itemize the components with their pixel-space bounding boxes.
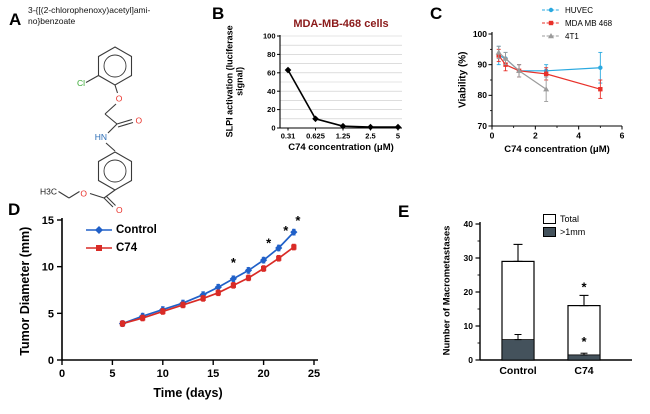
bond-lines [58,46,134,208]
legend-item-mdamb468: MDA MB 468 [541,18,612,28]
panel-label-e: E [398,202,410,221]
legend-label-c74: C74 [116,242,138,254]
svg-text:Control: Control [499,365,536,377]
svg-text:15: 15 [207,368,219,380]
svg-text:40: 40 [267,87,275,96]
svg-text:0: 0 [48,355,54,367]
panel-e-y-axis-label: Number of Macrometastases [441,225,453,356]
control-series-swatch [86,226,112,234]
svg-text:10: 10 [42,262,54,274]
amide-oxygen-label: O [136,116,143,126]
gt1mm-series-swatch [543,227,556,237]
svg-text:*: * [266,235,272,250]
svg-text:0: 0 [468,355,473,365]
total-series-swatch [543,214,556,224]
ester-oxygen-label: O [80,189,87,199]
svg-text:20: 20 [257,368,269,380]
svg-text:5: 5 [109,368,115,380]
svg-text:15: 15 [42,215,54,227]
legend-label-mdamb468: MDA MB 468 [565,18,613,28]
svg-text:100: 100 [473,29,487,39]
compound-name: 3-{[(2-chlorophenoxy)acetyl]ami- no}benz… [28,5,188,27]
legend-label-gt1mm: >1mm [560,227,586,237]
legend-item-control: Control [86,224,157,236]
svg-text:100: 100 [263,32,276,41]
svg-text:90: 90 [478,59,488,69]
svg-text:0.31: 0.31 [281,132,296,141]
svg-text:*: * [581,334,587,349]
svg-text:20: 20 [267,105,275,114]
svg-text:2.5: 2.5 [365,132,375,141]
amide-nh-label: HN [95,132,107,142]
svg-text:70: 70 [478,121,488,131]
panel-c-legend: HUVEC MDA MB 468 4T1 [541,5,612,44]
svg-text:0: 0 [271,124,275,133]
svg-text:2: 2 [533,131,538,141]
legend-item-huvec: HUVEC [541,5,612,15]
legend-label-huvec: HUVEC [565,5,594,15]
panel-b-x-axis-label: C74 concentration (μM) [288,142,394,153]
svg-text:5: 5 [48,308,54,320]
svg-text:0: 0 [490,131,495,141]
panel-b-y-axis-label: SLPI activation (luciferase signal) [224,25,245,138]
legend-label-4t1: 4T1 [565,31,579,41]
panel-d-x-axis-label: Time (days) [153,386,223,400]
svg-text:0.625: 0.625 [306,132,325,141]
compound-name-line2: no}benzoate [28,16,76,27]
legend-label-control: Control [116,224,157,236]
svg-text:4: 4 [576,131,581,141]
svg-text:1.25: 1.25 [336,132,351,141]
panel-label-b: B [212,4,225,23]
svg-text:C74: C74 [574,365,593,377]
svg-text:60: 60 [267,68,275,77]
svg-text:6: 6 [620,131,625,141]
svg-text:5: 5 [396,132,400,141]
panel-d-y-axis-label: Tumor Diameter (mm) [17,226,32,356]
panel-c-x-axis-label: C74 concentration (μM) [504,144,610,155]
chlorine-atom-label: Cl [77,78,85,88]
panel-label-c: C [430,4,443,23]
legend-label-total: Total [560,214,580,224]
svg-text:*: * [581,280,587,295]
svg-text:*: * [283,223,289,238]
svg-text:25: 25 [308,368,320,380]
ester-carbonyl-oxygen-label: O [116,205,123,215]
svg-text:0: 0 [59,368,65,380]
panel-d-chart: 0 5 10 15 0 5 10 15 20 25 * * * * [42,213,320,380]
svg-text:*: * [295,213,301,228]
legend-item-total: Total [543,214,585,224]
panel-e-legend: Total >1mm [543,214,585,240]
ethyl-group-label: H3C [40,187,57,197]
svg-text:*: * [231,255,237,270]
svg-text:10: 10 [157,368,169,380]
4t1-series-swatch [542,33,560,39]
svg-text:20: 20 [464,287,474,297]
panel-b-title: MDA-MB-468 cells [293,18,389,30]
panel-label-a: A [9,10,22,29]
svg-text:40: 40 [464,219,474,229]
panel-c-y-axis-label: Viability (%) [457,51,469,109]
legend-item-c74: C74 [86,242,157,254]
ether-oxygen-label: O [116,94,123,104]
panel-e-chart: 0 10 20 30 40 Control C74 * * [464,219,632,377]
panel-b-chart: 0 20 40 60 80 100 0.31 0.625 1.25 2.5 5 [263,32,402,141]
legend-item-4t1: 4T1 [541,31,612,41]
panel-c-chart: 70 80 90 100 0 2 4 6 [473,29,625,141]
legend-item-gt1mm: >1mm [543,227,585,237]
mdamb468-series-swatch [542,20,560,26]
compound-name-line1: 3-{[(2-chlorophenoxy)acetyl]ami- [28,5,151,15]
svg-text:30: 30 [464,253,474,263]
chemical-structure: Cl O O HN O O H3C [40,46,143,215]
c74-series-swatch [86,245,112,251]
svg-text:10: 10 [464,321,474,331]
svg-text:80: 80 [478,90,488,100]
huvec-series-swatch [542,7,560,13]
svg-text:80: 80 [267,50,275,59]
panel-label-d: D [8,200,21,219]
panel-d-legend: Control C74 [86,224,157,260]
